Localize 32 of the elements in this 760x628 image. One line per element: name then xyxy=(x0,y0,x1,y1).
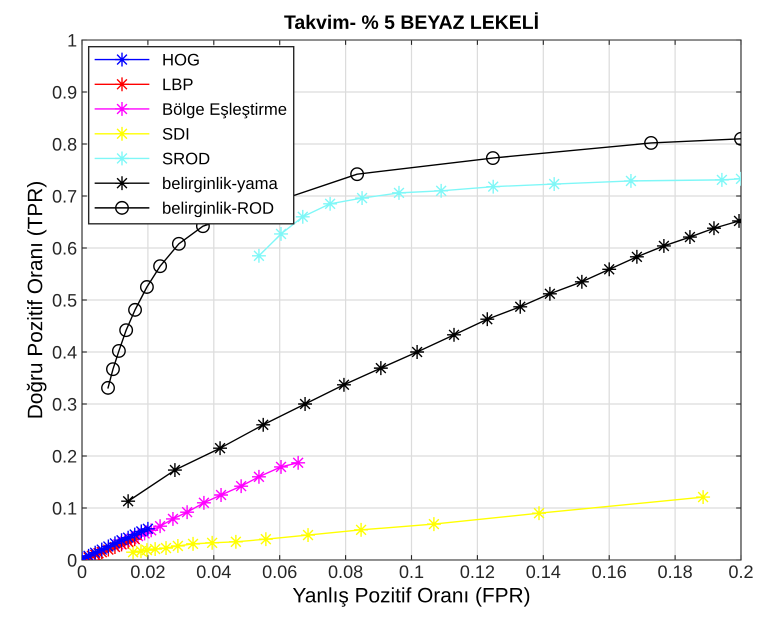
x-tick-label: 0.2 xyxy=(729,565,753,578)
x-tick-label: 0.04 xyxy=(196,565,231,578)
x-axis-title: Yanlış Pozitif Oranı (FPR) xyxy=(292,587,530,607)
legend-label: HOG xyxy=(163,54,199,66)
chart-title: Takvim- % 5 BEYAZ LEKELİ xyxy=(284,12,538,30)
legend-label: belirginlik-ROD xyxy=(163,202,274,218)
x-tick-label: 0.18 xyxy=(658,565,692,578)
y-tick-label: 0.8 xyxy=(52,138,76,151)
legend-label: LBP xyxy=(163,78,193,90)
y-tick-label: 0.7 xyxy=(52,190,76,203)
y-tick-label: 0.6 xyxy=(52,242,76,255)
x-tick-label: 0.14 xyxy=(526,565,560,578)
x-tick-label: 0 xyxy=(78,565,86,578)
x-tick-label: 0.08 xyxy=(328,565,362,578)
y-tick-label: 0.9 xyxy=(52,86,76,99)
x-tick-label: 0.12 xyxy=(460,565,494,578)
x-tick-label: 0.06 xyxy=(262,565,296,578)
y-tick-label: 0.3 xyxy=(52,398,76,411)
y-tick-label: 0.4 xyxy=(52,346,77,359)
x-tick-label: 0.16 xyxy=(592,565,626,578)
y-tick-label: 1 xyxy=(68,34,76,47)
y-tick-label: 0.5 xyxy=(52,294,76,307)
legend-label: SDI xyxy=(162,128,188,140)
x-tick-label: 0.02 xyxy=(131,565,165,578)
y-axis-title: Doğru Pozitif Oranı (TPR) xyxy=(26,182,46,418)
x-tick-label: 0.1 xyxy=(400,565,424,578)
y-tick-label: 0 xyxy=(68,554,76,567)
y-tick-label: 0.2 xyxy=(52,450,76,463)
legend-label: Bölge Eşleştirme xyxy=(163,102,286,118)
y-tick-label: 0.1 xyxy=(52,502,76,515)
legend-label: belirginlik-yama xyxy=(163,176,278,192)
legend-label: SROD xyxy=(162,152,210,164)
